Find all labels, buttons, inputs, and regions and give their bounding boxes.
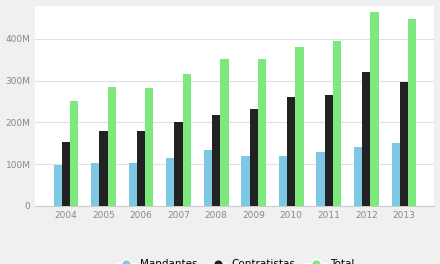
Bar [354,147,362,206]
Bar [333,41,341,206]
Bar [316,153,325,206]
Bar [287,97,295,206]
Bar [258,59,266,206]
Bar [220,59,228,206]
Bar [137,131,145,206]
Bar [325,95,333,206]
Bar [108,87,116,206]
Bar [370,12,379,206]
Bar [241,156,249,206]
Bar [362,72,370,206]
Legend: Mandantes, Contratistas, Total: Mandantes, Contratistas, Total [111,255,358,264]
Bar [183,74,191,206]
Bar [408,19,416,206]
Bar [204,150,212,206]
Bar [54,165,62,206]
Bar [249,109,258,206]
Bar [128,163,137,206]
Bar [175,122,183,206]
Bar [91,163,99,206]
Bar [166,158,175,206]
Bar [212,115,220,206]
Bar [400,82,408,206]
Bar [145,88,154,206]
Bar [279,156,287,206]
Bar [392,143,400,206]
Bar [62,142,70,206]
Bar [99,131,108,206]
Bar [70,101,78,206]
Bar [295,47,304,206]
